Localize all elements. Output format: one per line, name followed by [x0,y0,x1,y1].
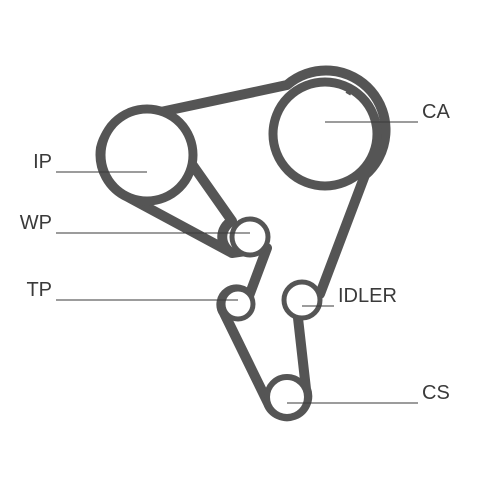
ip-pulley [101,109,193,201]
wp-label: WP [20,212,52,234]
cs-label: CS [422,382,450,404]
cs-pulley [267,377,307,417]
tp-pulley [223,289,253,319]
tp-label: TP [26,279,52,301]
ca-pulley [273,82,377,186]
wp-pulley [232,219,268,255]
idler-label: IDLER [338,285,397,307]
ip-label: IP [33,151,52,173]
idler-pulley [284,282,320,318]
ca-label: CA [422,101,450,123]
ca-timing-mark [348,87,352,94]
timing-belt-diagram: IP CA WP TP IDLER CS [0,0,500,500]
